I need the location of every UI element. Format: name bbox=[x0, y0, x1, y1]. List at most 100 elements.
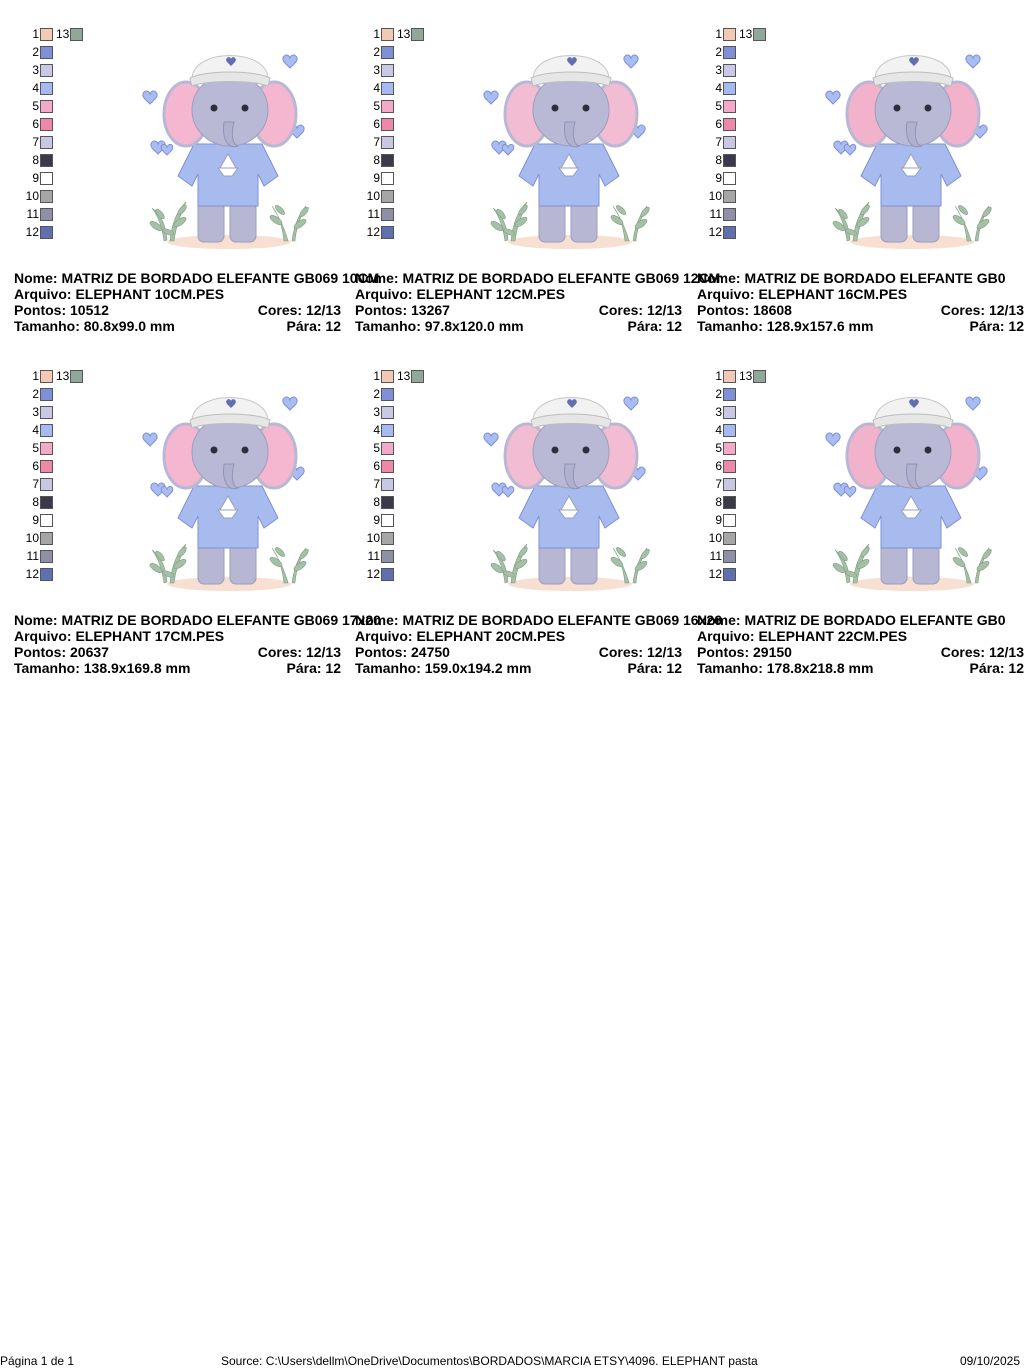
color-swatch-row: 13 bbox=[56, 367, 84, 385]
color-swatch-row: 1 bbox=[14, 367, 53, 385]
color-swatch-row: 7 bbox=[14, 133, 53, 151]
color-swatch bbox=[753, 27, 767, 41]
design-preview bbox=[475, 26, 665, 266]
color-swatch bbox=[40, 405, 53, 419]
color-swatch-row: 11 bbox=[355, 547, 394, 565]
design-info: Nome: MATRIZ DE BORDADO ELEFANTE GB0 Arq… bbox=[697, 270, 1024, 334]
color-swatch bbox=[723, 387, 736, 401]
tamanho-label: Tamanho: bbox=[697, 660, 763, 676]
page-number: Página 1 de 1 bbox=[0, 1354, 75, 1368]
swatch-number: 9 bbox=[715, 513, 722, 527]
color-swatch-row: 5 bbox=[355, 97, 394, 115]
color-swatch bbox=[40, 117, 53, 131]
color-swatch-row: 10 bbox=[14, 187, 53, 205]
elephant-embroidery-image bbox=[142, 54, 309, 249]
design-size: 138.9x169.8 mm bbox=[83, 660, 191, 676]
file-name: ELEPHANT 12CM.PES bbox=[416, 286, 566, 302]
swatch-number: 12 bbox=[25, 225, 39, 239]
swatch-number: 9 bbox=[32, 513, 39, 527]
color-swatch bbox=[381, 207, 394, 221]
color-swatch-row: 3 bbox=[697, 403, 736, 421]
stop-count: 12 bbox=[666, 318, 682, 334]
swatch-number: 8 bbox=[715, 495, 722, 509]
color-swatch bbox=[723, 225, 736, 239]
color-swatch bbox=[381, 531, 394, 545]
color-swatch-row: 12 bbox=[14, 223, 53, 241]
color-swatch-row: 1 bbox=[697, 367, 736, 385]
pontos-label: Pontos: bbox=[14, 302, 67, 318]
swatch-number: 6 bbox=[373, 459, 380, 473]
design-info: Nome: MATRIZ DE BORDADO ELEFANTE GB069 1… bbox=[355, 612, 722, 676]
swatch-number: 8 bbox=[32, 153, 39, 167]
swatch-number: 12 bbox=[25, 567, 39, 581]
color-swatch bbox=[381, 369, 394, 383]
color-swatch-row: 5 bbox=[697, 439, 736, 457]
file-name: ELEPHANT 22CM.PES bbox=[758, 628, 908, 644]
color-count: 12/13 bbox=[646, 644, 682, 660]
design-size: 97.8x120.0 mm bbox=[424, 318, 524, 334]
swatch-number: 3 bbox=[373, 63, 380, 77]
stitch-count: 29150 bbox=[753, 644, 792, 660]
color-swatch-row: 3 bbox=[697, 61, 736, 79]
color-swatch-row: 7 bbox=[697, 475, 736, 493]
color-swatch bbox=[723, 207, 736, 221]
swatch-number: 3 bbox=[715, 405, 722, 419]
swatch-number: 1 bbox=[32, 27, 39, 41]
color-swatch bbox=[70, 369, 84, 383]
swatch-number: 11 bbox=[709, 549, 722, 563]
color-swatch-row: 4 bbox=[355, 421, 394, 439]
para-label: Pára: bbox=[969, 660, 1005, 676]
swatch-number: 12 bbox=[708, 567, 722, 581]
swatch-number: 1 bbox=[715, 27, 722, 41]
cores-label: Cores: bbox=[940, 302, 986, 318]
color-swatch-row: 12 bbox=[14, 565, 53, 583]
color-swatch bbox=[381, 99, 394, 113]
color-swatch bbox=[723, 171, 736, 185]
color-swatch-row: 4 bbox=[14, 421, 53, 439]
swatch-number: 7 bbox=[373, 135, 380, 149]
swatch-number: 10 bbox=[25, 531, 39, 545]
color-swatch-row: 12 bbox=[697, 565, 736, 583]
color-swatch-row: 5 bbox=[697, 97, 736, 115]
pontos-label: Pontos: bbox=[355, 644, 408, 660]
color-swatch-row: 9 bbox=[355, 511, 394, 529]
swatch-number: 4 bbox=[32, 423, 39, 437]
color-swatch-row: 2 bbox=[14, 43, 53, 61]
swatch-number: 13 bbox=[739, 369, 753, 383]
swatch-number: 5 bbox=[373, 441, 380, 455]
color-swatch bbox=[381, 387, 394, 401]
color-swatch-row: 8 bbox=[697, 493, 736, 511]
color-swatch bbox=[723, 45, 736, 59]
cores-label: Cores: bbox=[257, 302, 303, 318]
color-swatch bbox=[40, 135, 53, 149]
color-swatch-row: 12 bbox=[355, 223, 394, 241]
color-swatch-row: 13 bbox=[56, 25, 84, 43]
color-swatch bbox=[40, 207, 53, 221]
color-swatch-row: 2 bbox=[697, 43, 736, 61]
color-swatch bbox=[40, 153, 53, 167]
arquivo-label: Arquivo: bbox=[697, 628, 755, 644]
color-swatch bbox=[40, 81, 53, 95]
swatch-number: 4 bbox=[32, 81, 39, 95]
design-info: Nome: MATRIZ DE BORDADO ELEFANTE GB069 1… bbox=[355, 270, 720, 334]
design-preview bbox=[134, 26, 324, 266]
print-date: 09/10/2025 bbox=[959, 1354, 1020, 1368]
embroidery-design-card: 1 2 3 4 5 6 7 8 9 10 bbox=[14, 25, 379, 356]
color-swatch bbox=[381, 189, 394, 203]
design-info: Nome: MATRIZ DE BORDADO ELEFANTE GB069 1… bbox=[14, 612, 381, 676]
color-swatch-row: 1 bbox=[14, 25, 53, 43]
color-swatch bbox=[381, 423, 394, 437]
arquivo-label: Arquivo: bbox=[697, 286, 755, 302]
swatch-number: 10 bbox=[708, 531, 722, 545]
color-swatch-row: 6 bbox=[355, 115, 394, 133]
design-size: 159.0x194.2 mm bbox=[424, 660, 532, 676]
color-swatch bbox=[381, 45, 394, 59]
elephant-embroidery-image bbox=[483, 54, 650, 249]
swatch-number: 10 bbox=[366, 189, 380, 203]
arquivo-label: Arquivo: bbox=[14, 628, 72, 644]
color-swatch bbox=[381, 495, 394, 509]
color-swatch-row: 2 bbox=[697, 385, 736, 403]
color-swatch-row: 8 bbox=[697, 151, 736, 169]
color-swatch bbox=[40, 459, 53, 473]
tamanho-label: Tamanho: bbox=[14, 318, 80, 334]
